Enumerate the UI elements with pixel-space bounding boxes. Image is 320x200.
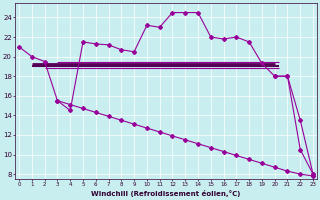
X-axis label: Windchill (Refroidissement éolien,°C): Windchill (Refroidissement éolien,°C) <box>92 190 241 197</box>
